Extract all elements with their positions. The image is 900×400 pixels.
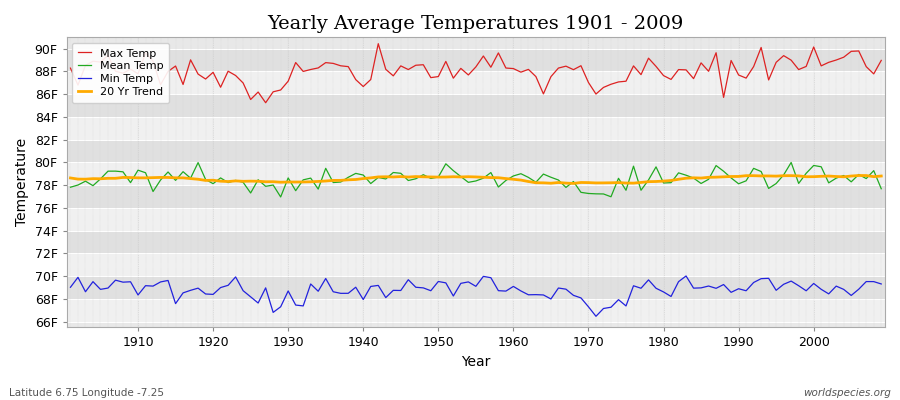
20 Yr Trend xyxy=(500,176,511,181)
Mean Temp xyxy=(606,194,616,199)
Bar xyxy=(67,140,885,162)
X-axis label: Year: Year xyxy=(461,355,491,369)
Min Temp xyxy=(65,285,76,290)
Bar xyxy=(67,254,885,276)
Min Temp xyxy=(590,314,601,319)
20 Yr Trend xyxy=(336,178,346,183)
Mean Temp xyxy=(298,178,309,182)
Mean Temp xyxy=(786,160,796,165)
Line: Max Temp: Max Temp xyxy=(70,44,881,103)
20 Yr Trend xyxy=(568,181,579,186)
Min Temp xyxy=(680,274,691,278)
Min Temp xyxy=(291,303,302,308)
Min Temp xyxy=(125,279,136,284)
Max Temp xyxy=(373,41,383,46)
20 Yr Trend xyxy=(65,176,76,180)
Max Temp xyxy=(876,58,886,63)
20 Yr Trend xyxy=(125,175,136,180)
Mean Temp xyxy=(516,171,526,176)
Bar xyxy=(67,231,885,254)
Max Temp xyxy=(343,64,354,69)
20 Yr Trend xyxy=(508,177,518,182)
Line: Min Temp: Min Temp xyxy=(70,276,881,316)
Bar xyxy=(67,94,885,117)
Bar xyxy=(67,185,885,208)
Bar xyxy=(67,276,885,299)
Min Temp xyxy=(336,291,346,296)
Max Temp xyxy=(516,70,526,74)
Min Temp xyxy=(508,284,518,289)
Line: 20 Yr Trend: 20 Yr Trend xyxy=(70,176,881,184)
Y-axis label: Temperature: Temperature xyxy=(15,138,29,226)
20 Yr Trend xyxy=(876,174,886,178)
Line: Mean Temp: Mean Temp xyxy=(70,162,881,197)
Mean Temp xyxy=(508,174,518,178)
20 Yr Trend xyxy=(606,180,616,185)
Bar xyxy=(67,208,885,231)
Mean Temp xyxy=(876,186,886,191)
Bar xyxy=(67,162,885,185)
Max Temp xyxy=(298,69,309,74)
Legend: Max Temp, Mean Temp, Min Temp, 20 Yr Trend: Max Temp, Mean Temp, Min Temp, 20 Yr Tre… xyxy=(72,43,169,103)
Mean Temp xyxy=(343,175,354,180)
Bar xyxy=(67,299,885,322)
Mean Temp xyxy=(65,185,76,190)
Mean Temp xyxy=(275,194,286,199)
Max Temp xyxy=(613,80,624,84)
20 Yr Trend xyxy=(853,173,864,178)
Bar xyxy=(67,117,885,140)
Max Temp xyxy=(65,66,76,70)
Min Temp xyxy=(876,282,886,286)
Max Temp xyxy=(260,100,271,105)
Bar xyxy=(67,49,885,72)
Title: Yearly Average Temperatures 1901 - 2009: Yearly Average Temperatures 1901 - 2009 xyxy=(267,15,684,33)
Min Temp xyxy=(606,305,616,310)
Bar xyxy=(67,72,885,94)
Text: Latitude 6.75 Longitude -7.25: Latitude 6.75 Longitude -7.25 xyxy=(9,388,164,398)
Text: worldspecies.org: worldspecies.org xyxy=(803,388,891,398)
20 Yr Trend xyxy=(291,180,302,184)
Max Temp xyxy=(523,67,534,72)
Min Temp xyxy=(500,289,511,294)
Mean Temp xyxy=(125,180,136,185)
Max Temp xyxy=(125,67,136,72)
